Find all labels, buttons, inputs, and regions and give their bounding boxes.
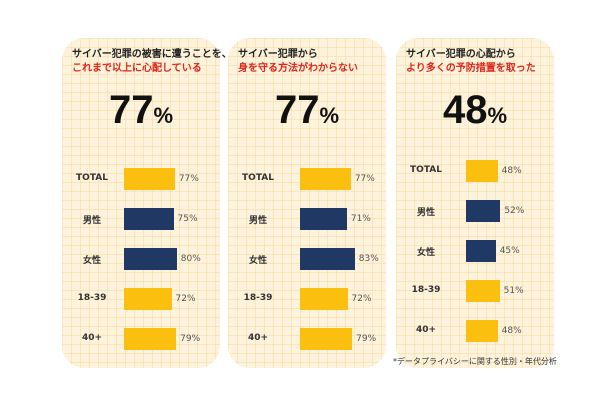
bar xyxy=(300,208,347,230)
panel-worried: サイバー犯罪の被害に遭うことを、 これまで以上に心配している 77% TOTAL… xyxy=(62,38,232,368)
headline-stat: 48% xyxy=(396,88,554,133)
heading-line2: 身を守る方法がわからない xyxy=(238,63,358,74)
category-label: TOTAL xyxy=(76,173,108,183)
headline-unit: % xyxy=(153,103,174,128)
headline-value: 48 xyxy=(442,88,488,132)
headline-value: 77 xyxy=(274,88,320,132)
value-label: 72% xyxy=(351,294,372,304)
bar xyxy=(466,280,500,302)
heading-line2: これまで以上に心配している xyxy=(72,63,202,74)
value-label: 75% xyxy=(177,214,198,224)
headline-value: 77 xyxy=(108,88,154,132)
category-label: 18-39 xyxy=(411,285,441,295)
value-label: 45% xyxy=(499,246,520,256)
panel-took-precautions: サイバー犯罪の心配から より多くの予防措置を取った 48% TOTAL 48% 男性… xyxy=(396,38,554,368)
category-label: 40+ xyxy=(415,325,437,335)
value-label: 72% xyxy=(175,294,196,304)
value-label: 77% xyxy=(178,174,199,184)
heading-line1: サイバー犯罪の心配から xyxy=(406,49,516,60)
value-label: 48% xyxy=(501,326,522,336)
bar xyxy=(466,320,498,342)
value-label: 77% xyxy=(354,174,375,184)
bar xyxy=(124,208,174,230)
bar xyxy=(300,288,348,310)
category-label: 女性 xyxy=(416,248,435,258)
panel-heading: サイバー犯罪の心配から より多くの予防措置を取った xyxy=(406,48,548,76)
headline-stat: 77% xyxy=(62,88,220,133)
category-label: 40+ xyxy=(247,333,269,343)
headline-stat: 77% xyxy=(228,88,386,133)
bar xyxy=(124,248,177,270)
value-label: 48% xyxy=(501,166,522,176)
heading-line1: サイバー犯罪の被害に遭うことを、 xyxy=(72,49,232,60)
category-label: 女性 xyxy=(248,256,267,266)
panel-heading: サイバー犯罪から 身を守る方法がわからない xyxy=(238,48,380,76)
value-label: 80% xyxy=(180,254,201,264)
heading-line2: より多くの予防措置を取った xyxy=(406,63,536,74)
value-label: 71% xyxy=(350,214,371,224)
category-label: TOTAL xyxy=(242,173,274,183)
category-label: TOTAL xyxy=(410,165,442,175)
bar xyxy=(466,200,501,222)
panel-heading: サイバー犯罪の被害に遭うことを、 これまで以上に心配している xyxy=(72,48,232,76)
bar xyxy=(300,248,355,270)
value-label: 51% xyxy=(503,286,524,296)
value-label: 52% xyxy=(504,206,525,216)
category-label: 男性 xyxy=(248,216,267,226)
category-label: 男性 xyxy=(416,208,435,218)
bar xyxy=(466,160,498,182)
bar xyxy=(466,240,496,262)
value-label: 79% xyxy=(180,334,201,344)
bar xyxy=(300,328,353,350)
value-label: 79% xyxy=(356,334,377,344)
bar xyxy=(300,168,351,190)
heading-line1: サイバー犯罪から xyxy=(238,49,318,60)
bar xyxy=(124,288,172,310)
panel-dont-know-protection: サイバー犯罪から 身を守る方法がわからない 77% TOTAL 77% 男性 71% 女… xyxy=(228,38,386,368)
headline-unit: % xyxy=(487,103,508,128)
category-label: 40+ xyxy=(81,333,103,343)
category-label: 18-39 xyxy=(243,293,273,303)
category-label: 男性 xyxy=(82,216,101,226)
category-label: 女性 xyxy=(82,256,101,266)
headline-unit: % xyxy=(319,103,340,128)
bar xyxy=(124,328,177,350)
bar xyxy=(124,168,175,190)
category-label: 18-39 xyxy=(77,293,107,303)
value-label: 83% xyxy=(358,254,379,264)
footnote: *データプライバシーに関する性別・年代分析 xyxy=(393,357,557,366)
